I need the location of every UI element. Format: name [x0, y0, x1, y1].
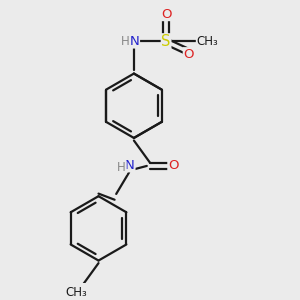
Text: O: O: [183, 48, 194, 61]
Text: H: H: [121, 35, 129, 48]
Text: S: S: [161, 34, 171, 49]
Text: CH₃: CH₃: [66, 286, 88, 299]
Text: N: N: [130, 35, 140, 48]
Text: CH₃: CH₃: [196, 35, 218, 48]
Text: O: O: [168, 159, 178, 172]
Text: H: H: [117, 161, 126, 174]
Text: O: O: [161, 8, 171, 20]
Text: N: N: [125, 159, 135, 172]
